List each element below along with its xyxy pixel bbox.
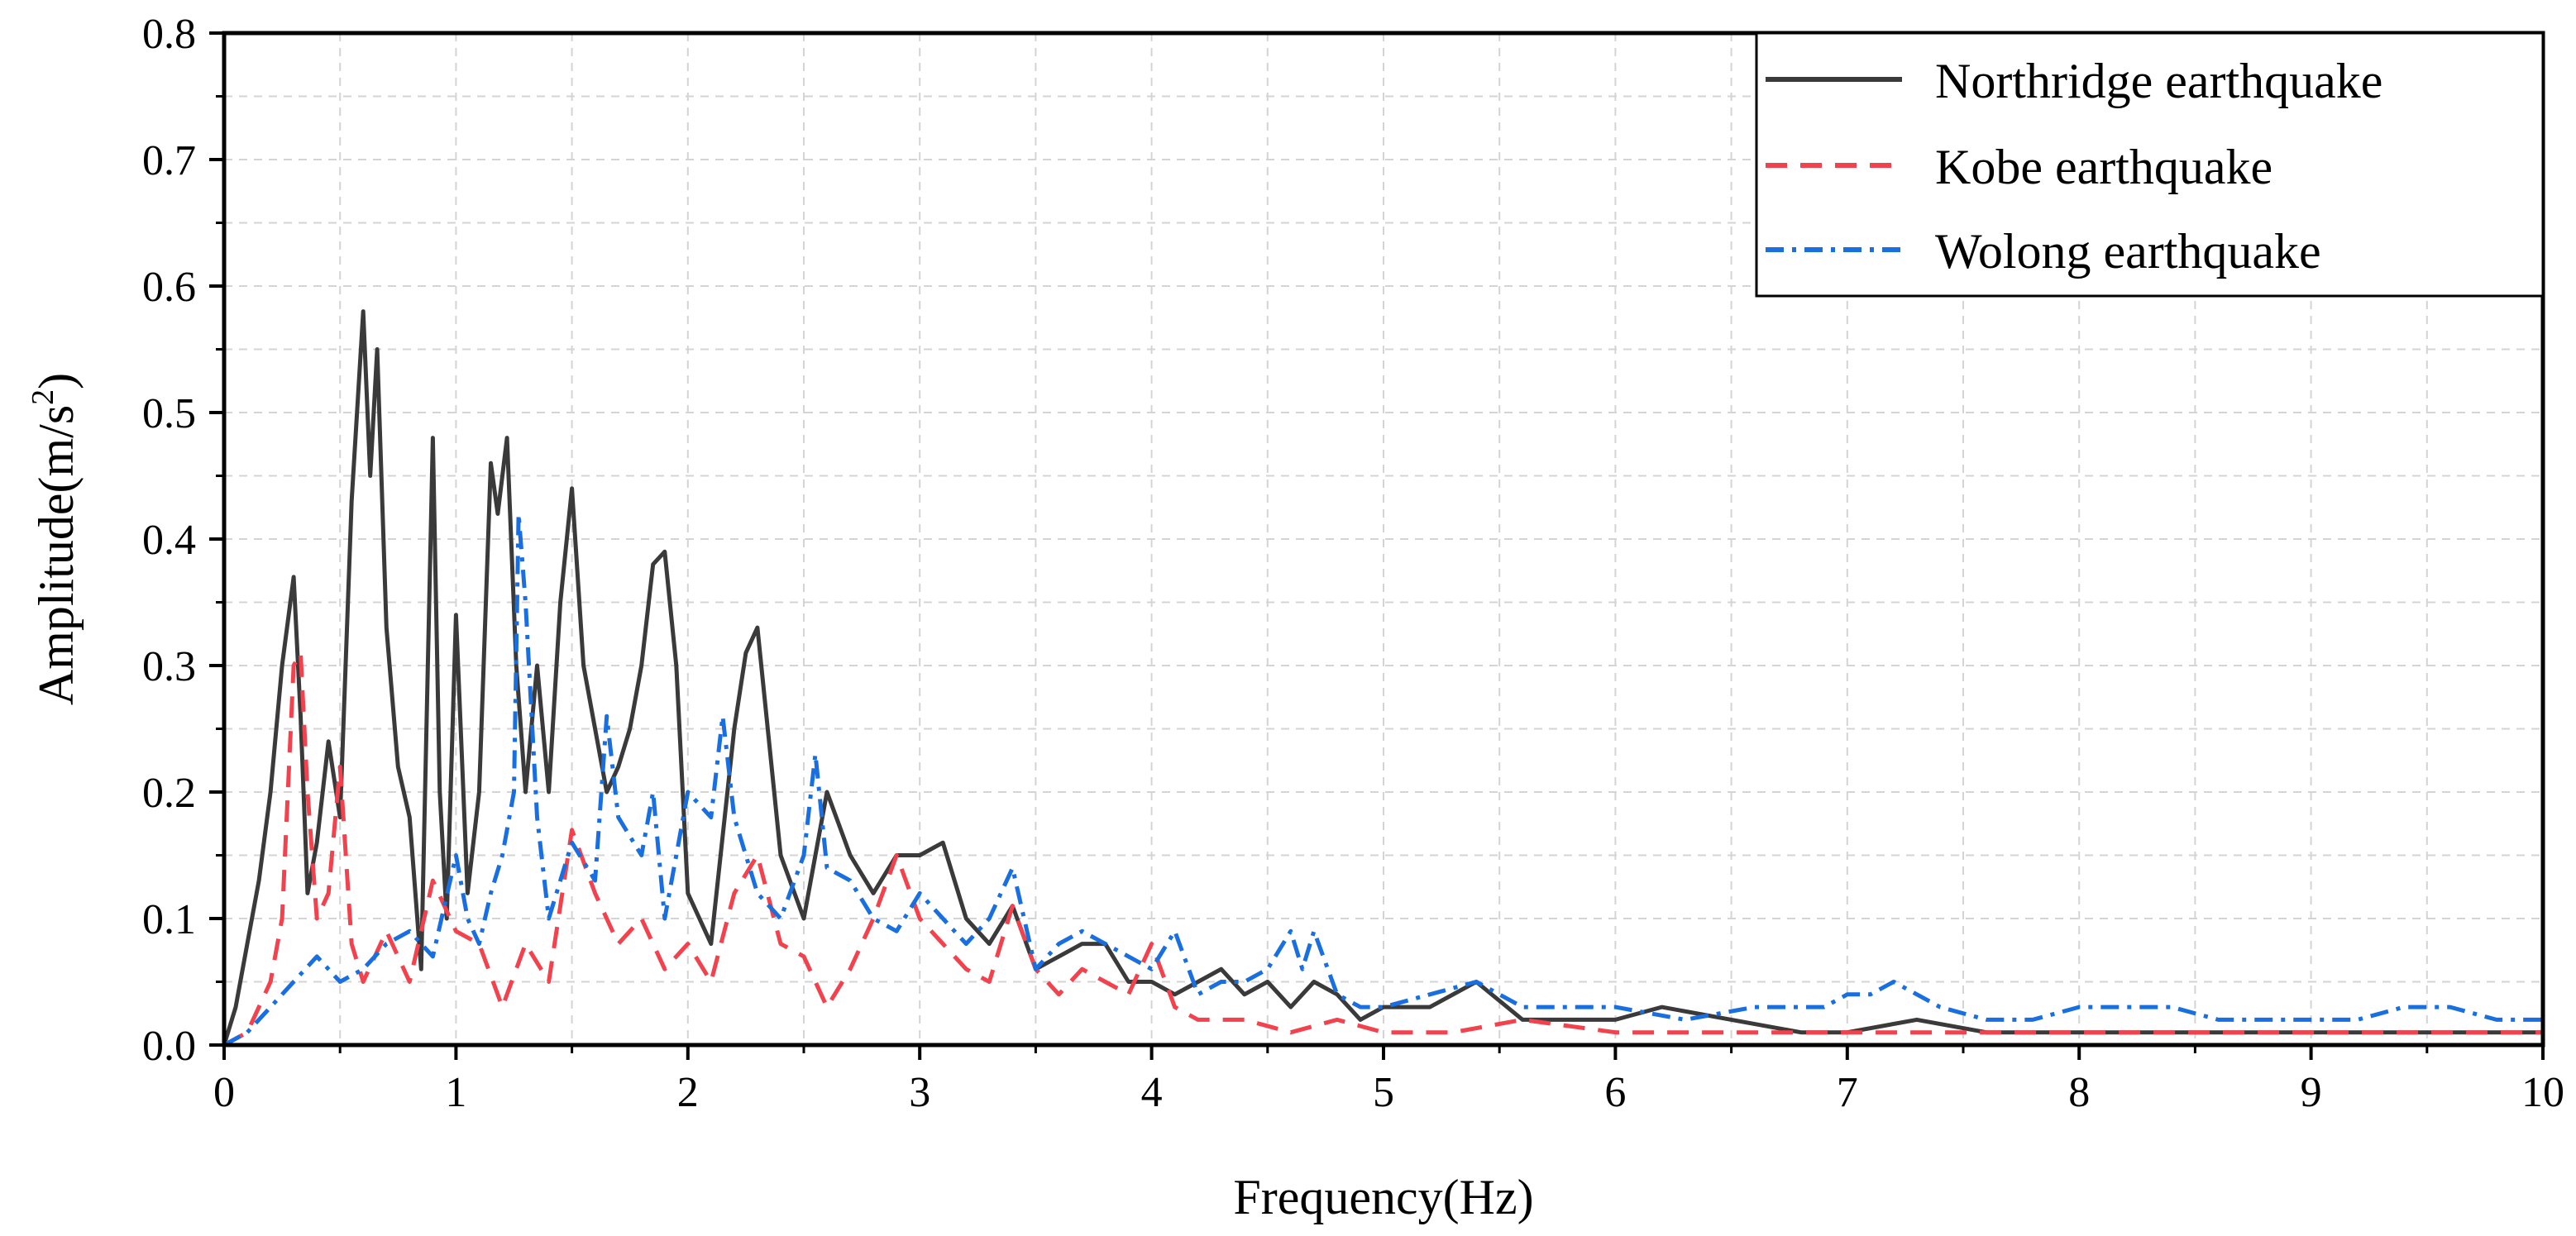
y-tick-label: 0.0 bbox=[142, 1023, 196, 1070]
x-tick-label: 0 bbox=[213, 1069, 235, 1116]
legend: Northridge earthquake Kobe earthquake Wo… bbox=[1755, 31, 2545, 298]
series-lines bbox=[224, 309, 2543, 1045]
x-tick-label: 10 bbox=[2521, 1069, 2564, 1116]
y-tick-label: 0.8 bbox=[142, 11, 196, 58]
y-tick-label: 0.2 bbox=[142, 770, 196, 817]
x-tick-label: 2 bbox=[677, 1069, 699, 1116]
y-tick-label: 0.1 bbox=[142, 896, 196, 943]
y-tick-label: 0.3 bbox=[142, 643, 196, 690]
y-axis-title: Amplitude(m/s2) bbox=[26, 373, 84, 705]
y-tick-labels: 0.0 0.1 0.2 0.3 0.4 0.5 0.6 0.7 0.8 bbox=[142, 11, 196, 1070]
y-tick-label: 0.6 bbox=[142, 264, 196, 311]
axis-ticks bbox=[209, 31, 2545, 1060]
legend-label-kobe: Kobe earthquake bbox=[1935, 140, 2273, 194]
y-tick-label: 0.4 bbox=[142, 517, 196, 564]
x-tick-label: 7 bbox=[1837, 1069, 1858, 1116]
y-tick-label: 0.7 bbox=[142, 137, 196, 184]
x-tick-label: 5 bbox=[1373, 1069, 1394, 1116]
x-tick-label: 4 bbox=[1141, 1069, 1163, 1116]
y-axis-title-close: ) bbox=[29, 373, 84, 389]
x-tick-label: 8 bbox=[2068, 1069, 2090, 1116]
x-tick-labels: 0 1 2 3 4 5 6 7 8 9 10 bbox=[213, 1069, 2564, 1116]
x-tick-label: 6 bbox=[1604, 1069, 1626, 1116]
legend-label-northridge: Northridge earthquake bbox=[1935, 54, 2382, 108]
legend-label-wolong: Wolong earthquake bbox=[1935, 224, 2321, 279]
y-tick-label: 0.5 bbox=[142, 390, 196, 437]
series-line-wolong bbox=[224, 511, 2543, 1045]
x-tick-label: 3 bbox=[909, 1069, 930, 1116]
series-line-northridge bbox=[224, 309, 2543, 1045]
series-line-kobe bbox=[224, 651, 2543, 1045]
x-tick-label: 9 bbox=[2301, 1069, 2322, 1116]
x-axis-title: Frequency(Hz) bbox=[1233, 1170, 1533, 1224]
x-tick-label: 1 bbox=[445, 1069, 466, 1116]
y-axis-title-main: Amplitude(m/s bbox=[29, 405, 84, 705]
y-axis-title-superscript: 2 bbox=[26, 389, 60, 405]
